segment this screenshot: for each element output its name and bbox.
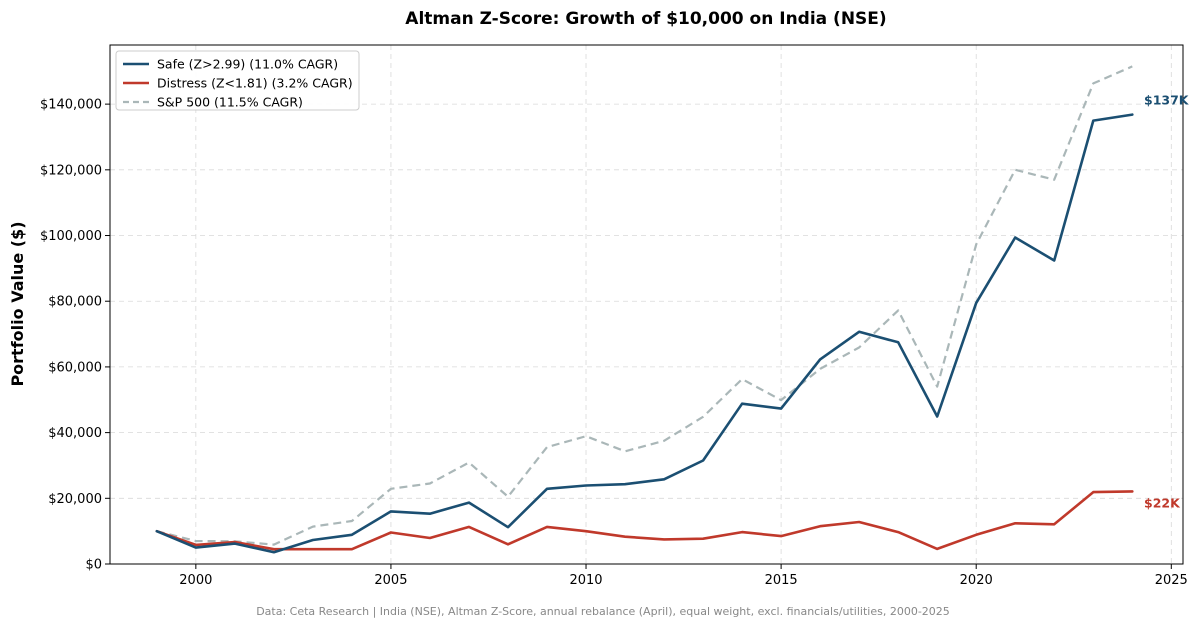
y-tick-label: $100,000 — [40, 229, 102, 244]
end-labels: $137K $22K — [1144, 93, 1190, 511]
x-tick-label: 2020 — [960, 573, 993, 588]
axes: 2000 2005 2010 2015 2020 2025 $0 $20,000 $40,000… — [40, 98, 1188, 588]
y-tick-label: $40,000 — [48, 426, 102, 441]
legend-box — [115, 50, 360, 111]
y-tick-label: $140,000 — [40, 98, 102, 113]
x-tick-label: 2015 — [765, 573, 798, 588]
y-axis-label: Portfolio Value ($) — [8, 221, 27, 386]
grid — [110, 45, 1183, 565]
chart-title: Altman Z-Score: Growth of $10,000 on Ind… — [405, 9, 886, 29]
y-tick-label: $60,000 — [48, 360, 102, 375]
y-tick-label: $0 — [85, 558, 102, 573]
legend-entry: Safe (Z>2.99) (11.0% CAGR) — [157, 57, 338, 72]
series-line-safe — [155, 113, 1134, 554]
y-tick-label: $20,000 — [48, 492, 102, 507]
x-tick-label: 2025 — [1155, 573, 1188, 588]
legend: Safe (Z>2.99) (11.0% CAGR) Distress (Z<1.… — [115, 50, 360, 111]
legend-entry: S&P 500 (11.5% CAGR) — [157, 95, 303, 110]
y-tick-label: $80,000 — [48, 295, 102, 310]
footer-note: Data: Ceta Research | India (NSE), Altma… — [256, 605, 950, 618]
series-lines — [155, 65, 1134, 554]
y-tick-label: $120,000 — [40, 163, 102, 178]
end-label-safe: $137K — [1144, 93, 1190, 108]
x-tick-label: 2010 — [569, 573, 602, 588]
end-label-distress: $22K — [1144, 495, 1181, 510]
series-line-distress — [155, 490, 1134, 551]
x-tick-label: 2005 — [374, 573, 407, 588]
series-line-sp500 — [156, 65, 1133, 546]
plot-frame — [109, 44, 1184, 565]
legend-entry: Distress (Z<1.81) (3.2% CAGR) — [157, 76, 353, 91]
x-tick-label: 2000 — [179, 573, 212, 588]
